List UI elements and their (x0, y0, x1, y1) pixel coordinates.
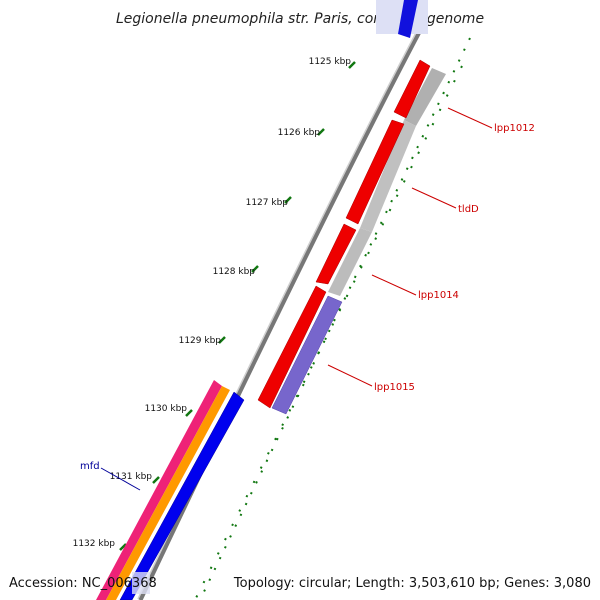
summary-text: Topology: circular; Length: 3,503,610 bp… (233, 576, 591, 591)
tick-label-1126: 1126 kbp (278, 128, 321, 138)
label-lpp1015: lpp1015 (374, 382, 415, 393)
tick-label-1125: 1125 kbp (309, 57, 352, 67)
leader-lines (327, 107, 493, 387)
outer-tick-ring (199, 37, 471, 600)
tick-label-1127: 1127 kbp (246, 198, 289, 208)
inner-tick-ring (194, 65, 463, 600)
lower-features (96, 380, 245, 600)
tick-label-1130: 1130 kbp (145, 404, 188, 414)
label-lpp1014: lpp1014 (418, 290, 459, 301)
tick-label-1128: 1128 kbp (213, 267, 256, 277)
mfd-leader-line (100, 467, 141, 491)
gene-mfd[interactable] (119, 391, 245, 600)
tick-label-1132: 1132 kbp (73, 539, 116, 549)
shadow-genes (328, 68, 446, 296)
tick-label-1129: 1129 kbp (179, 336, 222, 346)
accession-text: Accession: NC_006368 (9, 576, 157, 591)
label-tldD: tldD (458, 204, 479, 215)
top-feature-blue (376, 0, 428, 38)
gene-lpp1012[interactable] (393, 59, 431, 119)
label-mfd: mfd (80, 461, 100, 472)
gene-lpp1014[interactable] (315, 223, 357, 285)
gene-tldD[interactable] (345, 119, 405, 225)
gene-lpp1015[interactable] (271, 295, 343, 415)
orange-feature[interactable] (106, 386, 230, 600)
genome-backbone (137, 28, 423, 600)
map-title: Legionella pneumophila str. Paris, compl… (116, 11, 484, 27)
forward-genes (257, 59, 431, 409)
pink-feature[interactable] (96, 380, 222, 600)
label-lpp1012: lpp1012 (494, 123, 535, 134)
major-ticks (119, 61, 356, 551)
tick-label-1131: 1131 kbp (110, 472, 153, 482)
gene-lpp1016[interactable] (257, 285, 327, 409)
accession-highlight (132, 572, 150, 594)
